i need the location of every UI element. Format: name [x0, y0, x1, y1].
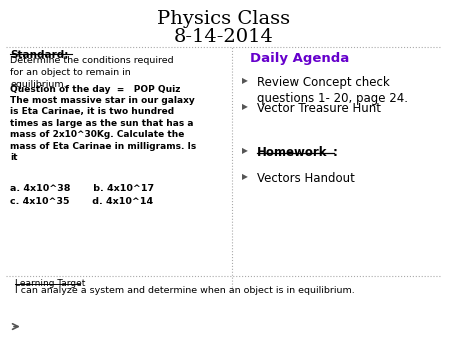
- Text: ▶: ▶: [242, 146, 248, 154]
- Text: Review Concept check
questions 1- 20, page 24.: Review Concept check questions 1- 20, pa…: [257, 76, 408, 105]
- Text: ▶: ▶: [242, 76, 248, 85]
- Text: :: :: [333, 146, 338, 159]
- Text: Determine the conditions required
for an object to remain in
equilibrium.: Determine the conditions required for an…: [10, 56, 174, 89]
- Text: Question of the day  =   POP Quiz
The most massive star in our galaxy
is Eta Car: Question of the day = POP Quiz The most …: [10, 84, 197, 162]
- Text: Vectors Handout: Vectors Handout: [257, 172, 355, 185]
- Text: Daily Agenda: Daily Agenda: [250, 52, 350, 65]
- Text: I can analyze a system and determine when an object is in equilibrium.: I can analyze a system and determine whe…: [15, 286, 355, 295]
- Text: ▶: ▶: [242, 172, 248, 181]
- Text: Physics Class: Physics Class: [157, 10, 290, 28]
- Text: Learning Target: Learning Target: [15, 279, 85, 288]
- Text: Homework: Homework: [257, 146, 328, 159]
- Text: Standard:: Standard:: [10, 50, 69, 60]
- Text: 8-14-2014: 8-14-2014: [174, 28, 274, 46]
- Text: a. 4x10^38       b. 4x10^17
c. 4x10^35       d. 4x10^14: a. 4x10^38 b. 4x10^17 c. 4x10^35 d. 4x10…: [10, 184, 154, 206]
- Text: Vector Treasure Hunt: Vector Treasure Hunt: [257, 102, 381, 115]
- Text: ▶: ▶: [242, 102, 248, 111]
